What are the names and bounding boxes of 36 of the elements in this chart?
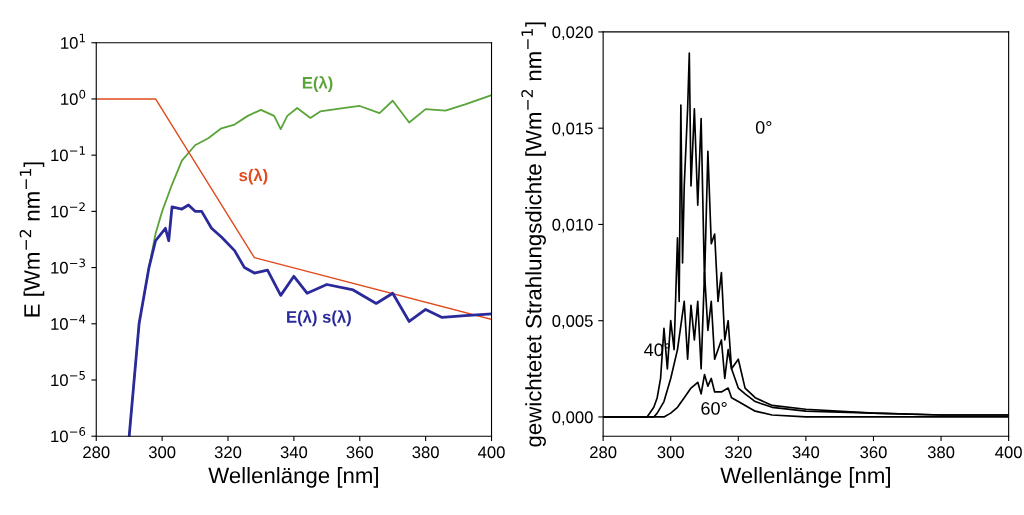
y-tick-label: 0,000	[552, 411, 593, 426]
x-tick-label: 400	[995, 446, 1022, 459]
x-axis-title: Wellenlänge [nm]	[208, 467, 378, 488]
x-tick-label: 400	[478, 446, 505, 459]
y-tick-label: 10$^{1}$	[61, 33, 85, 49]
x-tick-label: 320	[214, 446, 242, 459]
x-tick-label: 380	[412, 446, 439, 459]
x-tick-label: 280	[83, 446, 110, 459]
y-tick-label: 10$^{−1}$	[51, 146, 85, 162]
annotation: E(λ)	[302, 76, 333, 93]
y-axis-title: E [Wm$^{−2}$ nm$^{−1}$]	[19, 162, 45, 317]
annotation: E(λ) s(λ)	[287, 310, 351, 327]
y-tick-label: 0,015	[552, 122, 593, 137]
annotation: s(λ)	[239, 168, 268, 185]
y-tick-label: 10$^{−4}$	[51, 314, 86, 330]
x-tick-label: 320	[725, 446, 752, 459]
x-tick-label: 280	[590, 446, 617, 459]
y-axis-title: gewichtetet Strahlungsdichte [Wm$^{−2}$ nm$^{−1}$]	[521, 22, 546, 447]
y-tick-label: 10$^{0}$	[61, 89, 86, 106]
y-tick-label: 10$^{−6}$	[51, 427, 86, 443]
y-tick-label: 0,010	[552, 218, 593, 233]
x-tick-label: 340	[792, 446, 820, 459]
annotation: 60°	[701, 401, 727, 415]
annotation: 0°	[755, 121, 772, 134]
x-tick-label: 300	[148, 446, 176, 459]
x-tick-label: 380	[927, 446, 955, 459]
y-tick-label: 0,020	[552, 26, 593, 41]
y-tick-label: 10$^{−3}$	[51, 258, 85, 274]
y-tick-label: 10$^{−5}$	[51, 371, 85, 387]
x-tick-label: 300	[657, 446, 684, 459]
y-tick-label: 10$^{−2}$	[51, 202, 85, 218]
x-tick-label: 340	[280, 446, 308, 459]
y-tick-label: 0,005	[552, 315, 593, 329]
x-tick-label: 360	[860, 446, 887, 459]
x-axis-title: Wellenlänge [nm]	[720, 467, 890, 488]
x-tick-label: 360	[346, 446, 374, 459]
